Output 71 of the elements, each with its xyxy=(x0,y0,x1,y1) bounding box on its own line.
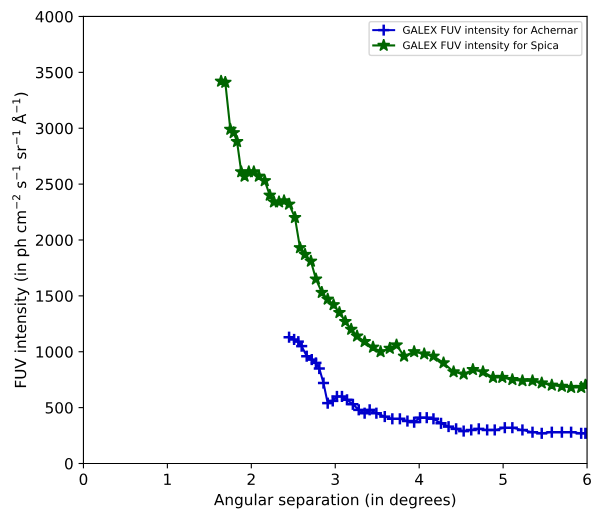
x-tick-label: 4 xyxy=(415,474,424,485)
point xyxy=(436,356,450,369)
point xyxy=(390,338,404,351)
point xyxy=(426,349,440,362)
point xyxy=(358,334,372,348)
point xyxy=(466,362,480,376)
point xyxy=(516,374,530,387)
point xyxy=(315,286,328,298)
point xyxy=(472,422,486,436)
y-tick-label: 0 xyxy=(65,458,73,470)
point xyxy=(516,423,530,437)
text: FUV intensity (in ph cm$^{−2}$ s$^{−1}$ sr$^{−1}$ Å$^{−1}$) xyxy=(12,92,30,388)
point xyxy=(397,349,411,362)
point xyxy=(418,347,431,360)
point xyxy=(258,174,272,187)
point xyxy=(378,410,392,424)
point xyxy=(370,406,384,420)
point xyxy=(309,272,323,285)
point xyxy=(304,254,318,267)
point xyxy=(456,424,470,438)
point xyxy=(555,379,569,392)
x-tick-label: 5 xyxy=(499,474,507,486)
point xyxy=(446,364,460,378)
y-tick-label: 2500 xyxy=(36,178,73,190)
point xyxy=(288,210,302,224)
point xyxy=(344,322,358,336)
point xyxy=(230,134,244,148)
x-tick-label: 0 xyxy=(80,473,88,486)
point xyxy=(227,126,240,138)
point xyxy=(400,414,414,428)
y-tick-label: 4000 xyxy=(36,10,73,22)
point xyxy=(338,314,352,328)
point xyxy=(420,410,434,424)
x-axis-title: Angular separation (in degrees) xyxy=(214,494,456,508)
y-tick-label: 1000 xyxy=(36,346,73,358)
point xyxy=(534,426,549,440)
y-tick-label: 1500 xyxy=(36,290,73,302)
point xyxy=(316,376,330,390)
point xyxy=(464,423,478,437)
point xyxy=(449,422,463,436)
point xyxy=(298,248,312,260)
point xyxy=(408,344,421,358)
y-tick-label: 3000 xyxy=(36,122,73,134)
point xyxy=(442,420,456,434)
point xyxy=(293,240,307,254)
point xyxy=(366,340,380,354)
point xyxy=(488,423,502,437)
point xyxy=(434,416,448,430)
x-tick-label: 2 xyxy=(248,473,255,485)
x-tick-label: 3 xyxy=(332,473,339,486)
point xyxy=(457,367,470,380)
point xyxy=(326,298,340,311)
point xyxy=(476,364,490,378)
point xyxy=(526,425,540,440)
point xyxy=(346,397,360,412)
point xyxy=(545,378,558,392)
y-tick-label: 500 xyxy=(46,402,73,414)
x-tick-label: 6 xyxy=(583,473,591,486)
point xyxy=(332,306,346,318)
legend-label: GALEX FUV intensity for Achernar xyxy=(403,26,578,36)
x-tick-label: 1 xyxy=(164,474,171,485)
point xyxy=(263,188,276,202)
point xyxy=(496,370,509,384)
point xyxy=(350,329,364,342)
point xyxy=(535,376,548,389)
y-tick-label: 3500 xyxy=(36,66,73,78)
y-tick-label: 2000 xyxy=(36,234,73,246)
legend-label: GALEX FUV intensity for Spica xyxy=(403,41,558,52)
point xyxy=(426,412,440,426)
point xyxy=(506,372,519,386)
point xyxy=(526,374,540,387)
